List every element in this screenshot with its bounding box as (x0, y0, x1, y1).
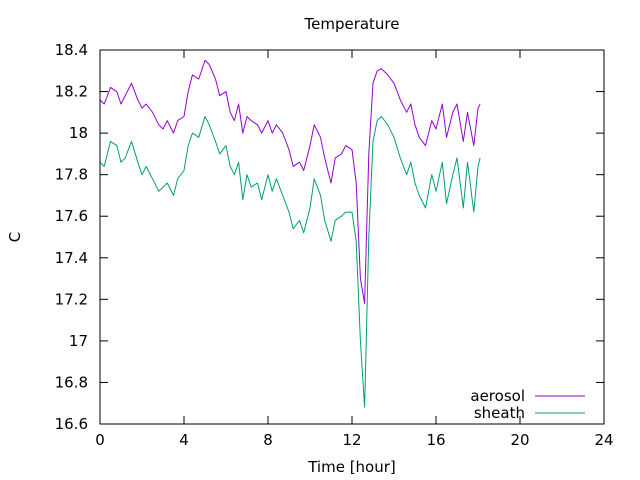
series-line-sheath (99, 116, 481, 408)
x-tick-label: 12 (342, 431, 361, 449)
y-tick-label: 17.4 (55, 249, 88, 267)
x-axis-title: Time [hour] (307, 458, 396, 476)
y-tick-label: 18.4 (55, 41, 88, 59)
y-tick-label: 17.8 (55, 166, 88, 184)
y-tick-label: 17.6 (55, 207, 88, 225)
y-tick-label: 18.2 (55, 83, 88, 101)
x-tick-label: 24 (594, 431, 613, 449)
y-tick-label: 18 (69, 124, 88, 142)
x-tick-label: 0 (95, 431, 105, 449)
y-tick-label: 16.8 (55, 373, 88, 391)
series-layer (99, 59, 481, 408)
x-tick-label: 20 (510, 431, 529, 449)
y-tick-label: 17 (69, 332, 88, 350)
chart-title: Temperature (303, 15, 399, 33)
plot-frame (99, 49, 605, 425)
x-tick-label: 16 (426, 431, 445, 449)
y-axis-ticks: 16.6 16.8 17 17.2 17.4 17.6 17.8 18 18.2 18.4 (55, 41, 604, 433)
y-axis-title: C (6, 232, 24, 242)
x-tick-label: 8 (263, 431, 273, 449)
x-tick-label: 4 (179, 431, 189, 449)
legend-label-sheath: sheath (474, 404, 525, 422)
y-tick-label: 16.6 (55, 415, 88, 433)
y-tick-label: 17.2 (55, 290, 88, 308)
series-line-aerosol (99, 59, 481, 304)
legend-label-aerosol: aerosol (470, 387, 525, 405)
x-axis-ticks: 0 4 8 12 16 20 24 (95, 50, 614, 449)
